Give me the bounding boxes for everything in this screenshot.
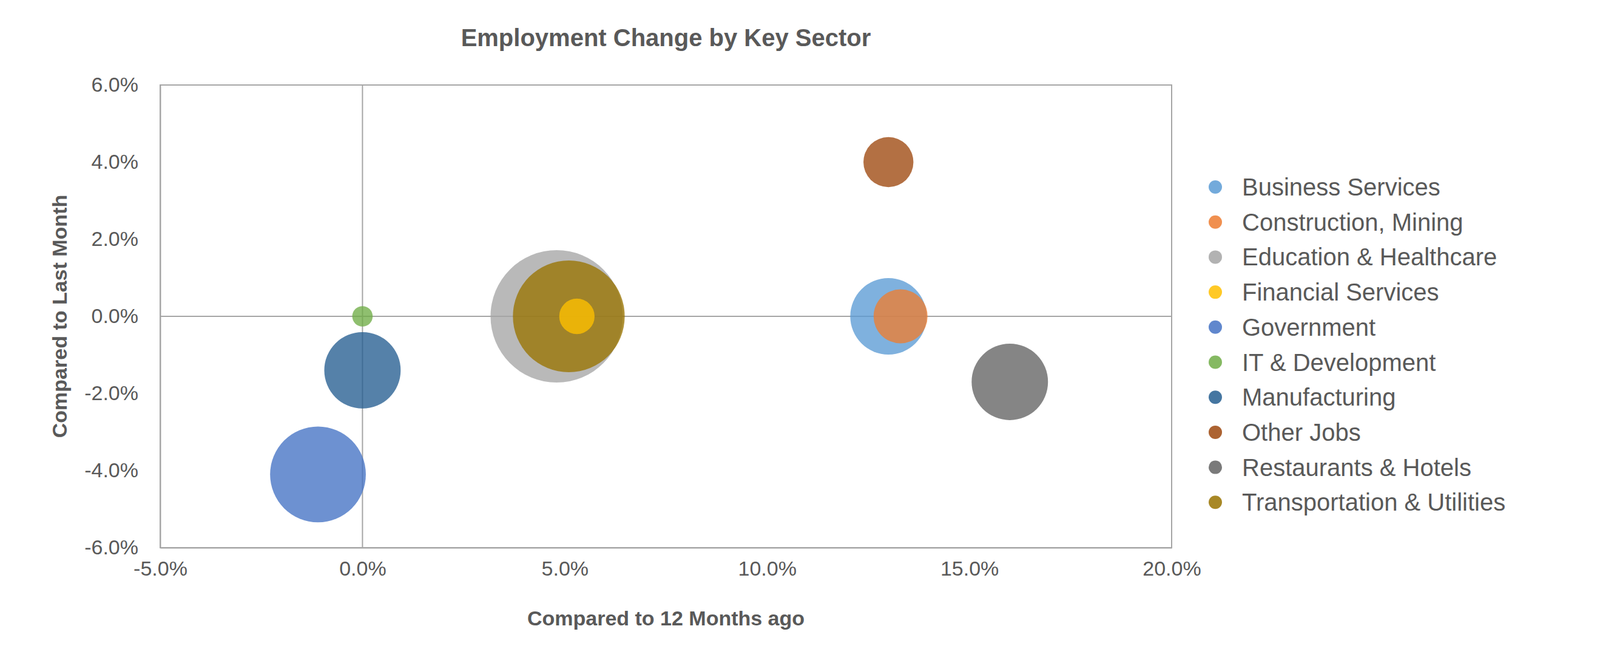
x-tick-label: 15.0% — [940, 556, 999, 580]
x-tick: 10.0% — [737, 547, 797, 580]
y-axis: -6.0% -4.0% -2.0% 0.0% 2.0% 4.0% 6.0% — [84, 72, 161, 559]
bubble — [270, 425, 366, 522]
x-tick: -5.0% — [133, 547, 188, 580]
bubble — [971, 343, 1048, 420]
y-axis-line — [160, 85, 162, 548]
x-tick: 0.0% — [339, 547, 387, 580]
legend-label: Transportation & Utilities — [1242, 488, 1506, 516]
legend-item: Financial Services — [1208, 278, 1440, 306]
chart-svg: -5.0% 0.0% 5.0% 10.0% 15.0% 20.0% -6.0% -4.0% -2… — [0, 0, 1600, 660]
x-tick-label: 5.0% — [541, 556, 590, 580]
legend-marker — [1208, 355, 1222, 369]
x-tick-label: 10.0% — [737, 556, 797, 580]
bubble — [863, 137, 914, 187]
y-tick-label: 4.0% — [91, 149, 139, 173]
legend-label: Financial Services — [1242, 278, 1440, 306]
legend-label: Education & Healthcare — [1242, 243, 1497, 271]
legend-marker — [1208, 320, 1222, 334]
x-tick: 15.0% — [940, 547, 999, 580]
y-tick-label: -2.0% — [84, 381, 139, 405]
legend-item: Business Services — [1208, 173, 1441, 201]
y-tick-label: -6.0% — [84, 535, 139, 559]
legend-item: Construction, Mining — [1208, 208, 1464, 236]
x-tick-label: 20.0% — [1142, 556, 1201, 580]
x-tick-label: -5.0% — [133, 556, 188, 580]
legend-label: Business Services — [1242, 173, 1441, 201]
legend-marker — [1208, 215, 1222, 229]
legend-item: Education & Healthcare — [1208, 243, 1497, 271]
legend-label: Other Jobs — [1242, 418, 1361, 446]
y-tick: -6.0% — [84, 535, 161, 559]
legend-label: Construction, Mining — [1242, 208, 1464, 236]
legend-item: Other Jobs — [1208, 418, 1361, 446]
x-tick-label: 0.0% — [339, 556, 387, 580]
legend-item: Restaurants & Hotels — [1208, 453, 1472, 481]
y-tick: 6.0% — [91, 72, 161, 96]
y-tick-label: -4.0% — [84, 458, 139, 482]
legend-marker — [1208, 180, 1222, 194]
legend-marker — [1208, 390, 1222, 404]
legend-label: Restaurants & Hotels — [1242, 453, 1472, 481]
x-axis-title: Compared to 12 Months ago — [527, 606, 805, 630]
legend-item: Manufacturing — [1208, 383, 1396, 411]
legend-item: Transportation & Utilities — [1208, 488, 1506, 516]
legend-label: Government — [1242, 313, 1376, 341]
y-tick: 0.0% — [91, 303, 161, 328]
plot-frame — [160, 84, 1172, 548]
legend-marker — [1208, 285, 1222, 299]
y-tick-label: 2.0% — [91, 226, 139, 250]
bubble — [512, 260, 625, 372]
bubble — [352, 305, 374, 327]
legend-marker — [1208, 249, 1222, 264]
x-tick: 5.0% — [541, 547, 590, 580]
y-tick: 4.0% — [91, 149, 161, 173]
legend: Business Services Construction, Mining Edu… — [1208, 173, 1506, 516]
x-axis: -5.0% 0.0% 5.0% 10.0% 15.0% 20.0% — [133, 547, 1202, 580]
legend-label: Manufacturing — [1242, 383, 1396, 411]
legend-label: IT & Development — [1242, 348, 1436, 376]
y-tick: -2.0% — [84, 381, 161, 405]
bubble — [559, 298, 595, 334]
y-tick: -4.0% — [84, 458, 161, 482]
legend-marker — [1208, 460, 1222, 474]
y-axis-title: Compared to Last Month — [47, 194, 71, 438]
bubbles — [270, 137, 1048, 522]
legend-item: IT & Development — [1208, 348, 1436, 376]
legend-marker — [1208, 425, 1222, 439]
chart-title: Employment Change by Key Sector — [461, 24, 872, 51]
y-tick-label: 6.0% — [91, 72, 139, 96]
chart-container: -5.0% 0.0% 5.0% 10.0% 15.0% 20.0% -6.0% -4.0% -2… — [0, 0, 1600, 660]
legend-item: Government — [1208, 313, 1376, 341]
x-axis-line — [160, 547, 1173, 549]
legend-marker — [1208, 495, 1222, 509]
y-tick: 2.0% — [91, 226, 161, 250]
zero-line-horizontal — [160, 315, 1172, 317]
x-tick: 20.0% — [1142, 547, 1201, 580]
bubble — [324, 331, 401, 409]
y-tick-label: 0.0% — [91, 303, 139, 328]
bubble — [873, 289, 928, 344]
